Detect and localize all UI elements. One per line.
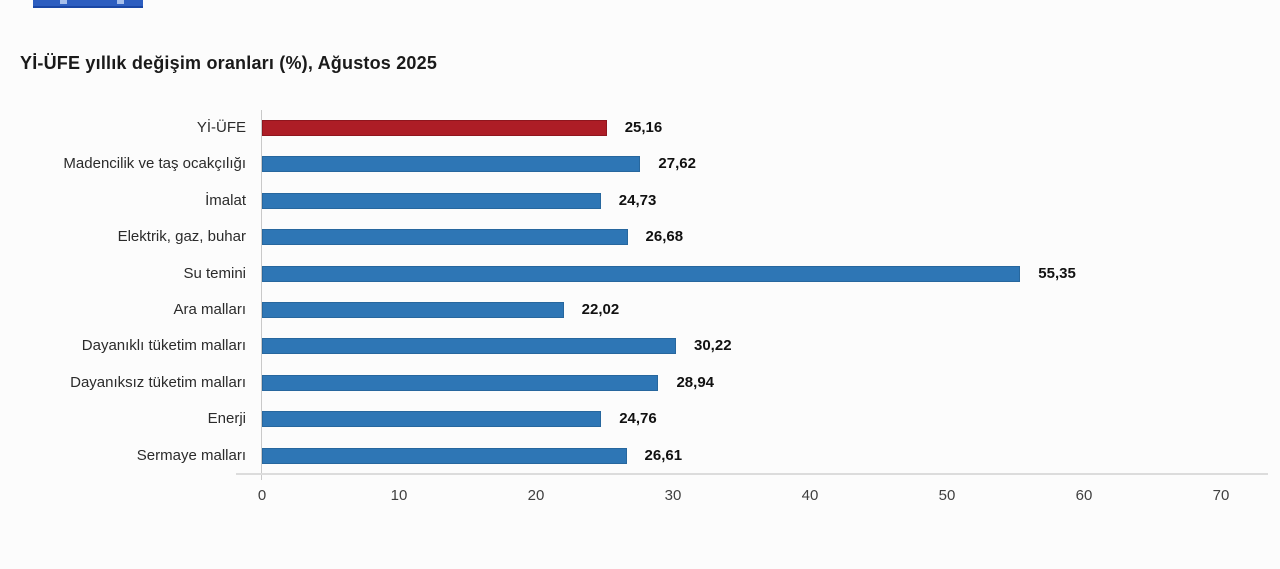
- value-label: 30,22: [694, 337, 732, 355]
- bar: [262, 302, 564, 318]
- x-axis-line: [236, 473, 1268, 475]
- category-label: İmalat: [205, 191, 246, 209]
- chart-row: Elektrik, gaz, buhar 26,68: [0, 219, 1280, 255]
- x-tick-label: 70: [1212, 487, 1230, 504]
- bar: [262, 229, 628, 246]
- chart-row: Su temini 55,35: [0, 256, 1280, 292]
- category-label: Enerji: [207, 410, 246, 428]
- category-label: Dayanıklı tüketim malları: [81, 337, 246, 355]
- value-label: 24,76: [619, 410, 657, 428]
- x-tick-label: 20: [527, 487, 545, 504]
- chart-row: Dayanıksız tüketim malları 28,94: [0, 365, 1280, 401]
- category-label: Madencilik ve taş ocakçılığı: [63, 155, 246, 173]
- value-label: 26,61: [644, 446, 683, 464]
- x-tick-label: 10: [390, 487, 408, 504]
- bar: [262, 156, 641, 173]
- bar: [262, 411, 602, 428]
- y-axis-line: [261, 110, 262, 480]
- x-tick-label: 50: [938, 487, 956, 504]
- banner-fragment-detail: [117, 0, 124, 4]
- chart-row: Madencilik ve taş ocakçılığı 27,62: [0, 146, 1280, 182]
- bar: [262, 120, 607, 136]
- chart-row: Yİ-ÜFE 25,16: [0, 110, 1280, 146]
- cropped-banner-fragment: [33, 0, 143, 8]
- chart-row: Sermaye malları 26,61: [0, 438, 1280, 474]
- value-label: 27,62: [658, 155, 696, 173]
- bar: [262, 192, 601, 209]
- category-label: Su temini: [183, 264, 246, 282]
- bar: [262, 374, 659, 391]
- chart-row: İmalat 24,73: [0, 183, 1280, 219]
- value-label: 22,02: [581, 301, 620, 318]
- chart-title: Yİ-ÜFE yıllık değişim oranları (%), Ağus…: [20, 53, 438, 73]
- category-label: Dayanıksız tüketim malları: [70, 373, 246, 391]
- x-tick-label: 40: [801, 487, 819, 504]
- value-label: 24,73: [618, 191, 657, 209]
- category-label: Elektrik, gaz, buhar: [117, 228, 246, 246]
- chart-row: Dayanıklı tüketim malları 30,22: [0, 328, 1280, 364]
- bar: [262, 265, 1021, 282]
- category-label: Ara malları: [173, 301, 246, 318]
- chart-row: Enerji 24,76: [0, 401, 1280, 437]
- bar: [262, 338, 676, 355]
- x-tick-label: 0: [257, 487, 267, 504]
- bar: [262, 447, 627, 464]
- category-label: Sermaye malları: [136, 446, 246, 464]
- value-label: 25,16: [624, 119, 663, 136]
- category-label: Yİ-ÜFE: [196, 119, 246, 136]
- value-label: 26,68: [645, 228, 684, 246]
- value-label: 28,94: [676, 373, 715, 391]
- x-tick-label: 60: [1075, 487, 1093, 504]
- chart-row: Ara malları 22,02: [0, 292, 1280, 328]
- banner-fragment-detail: [60, 0, 67, 4]
- x-tick-label: 30: [664, 487, 682, 504]
- value-label: 55,35: [1038, 264, 1076, 282]
